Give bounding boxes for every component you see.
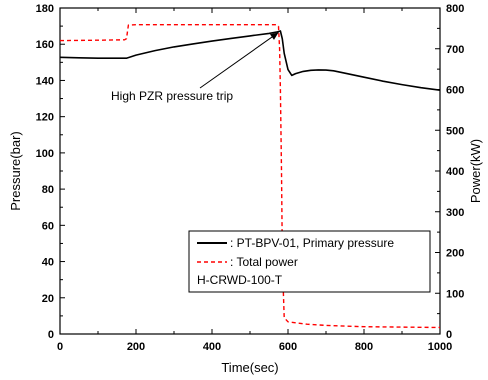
- annotation-text: High PZR pressure trip: [111, 89, 233, 103]
- legend: : PT-BPV-01, Primary pressure : Total po…: [188, 230, 431, 293]
- x-tick-label: 0: [57, 341, 63, 353]
- y-right-tick-label: 200: [446, 248, 464, 260]
- y-left-tick-label: 20: [42, 293, 54, 305]
- x-tick-label: 600: [279, 341, 297, 353]
- x-tick-label: 1000: [428, 341, 452, 353]
- y-left-tick-label: 120: [36, 112, 54, 124]
- legend-label-primary-pressure: : PT-BPV-01, Primary pressure: [230, 236, 394, 250]
- series-line-primary-pressure: [59, 30, 441, 91]
- annotation-arrow: [199, 32, 279, 89]
- x-axis-title: Time(sec): [221, 360, 278, 375]
- series-layer: [59, 24, 441, 329]
- legend-box: [188, 230, 431, 293]
- ticks-layer: 0 200 400 600 800 100002040608010012014016018…: [36, 3, 465, 353]
- y-left-tick-label: 180: [36, 3, 54, 15]
- y-right-tick-label: 800: [446, 3, 464, 15]
- series-line-total-power: [59, 24, 441, 329]
- legend-label-total-power: : Total power: [230, 255, 298, 269]
- y-left-tick-label: 100: [36, 148, 54, 160]
- plot-area: 0 200 400 600 800 100002040608010012014016018…: [36, 3, 465, 353]
- y-right-tick-label: 0: [446, 329, 452, 341]
- y-axis-left-title: Pressure(bar): [8, 131, 23, 210]
- x-tick-label: 800: [355, 341, 373, 353]
- x-tick-label: 400: [203, 341, 221, 353]
- y-right-tick-label: 100: [446, 288, 464, 300]
- x-tick-label: 200: [127, 341, 145, 353]
- y-left-tick-label: 140: [36, 75, 54, 87]
- y-right-tick-label: 600: [446, 85, 464, 97]
- y-right-tick-label: 500: [446, 125, 464, 137]
- y-right-tick-label: 700: [446, 44, 464, 56]
- annotation: High PZR pressure trip: [111, 32, 279, 103]
- y-right-tick-label: 300: [446, 207, 464, 219]
- y-left-tick-label: 80: [42, 184, 54, 196]
- y-axis-right-title: Power(kW): [468, 139, 483, 203]
- y-right-tick-label: 400: [446, 166, 464, 178]
- legend-extra-label: H-CRWD-100-T: [197, 273, 283, 287]
- y-left-tick-label: 0: [48, 329, 54, 341]
- annotation-arrow-head: [269, 32, 279, 40]
- y-left-tick-label: 160: [36, 39, 54, 51]
- y-left-tick-label: 60: [42, 220, 54, 232]
- y-left-tick-label: 40: [42, 257, 54, 269]
